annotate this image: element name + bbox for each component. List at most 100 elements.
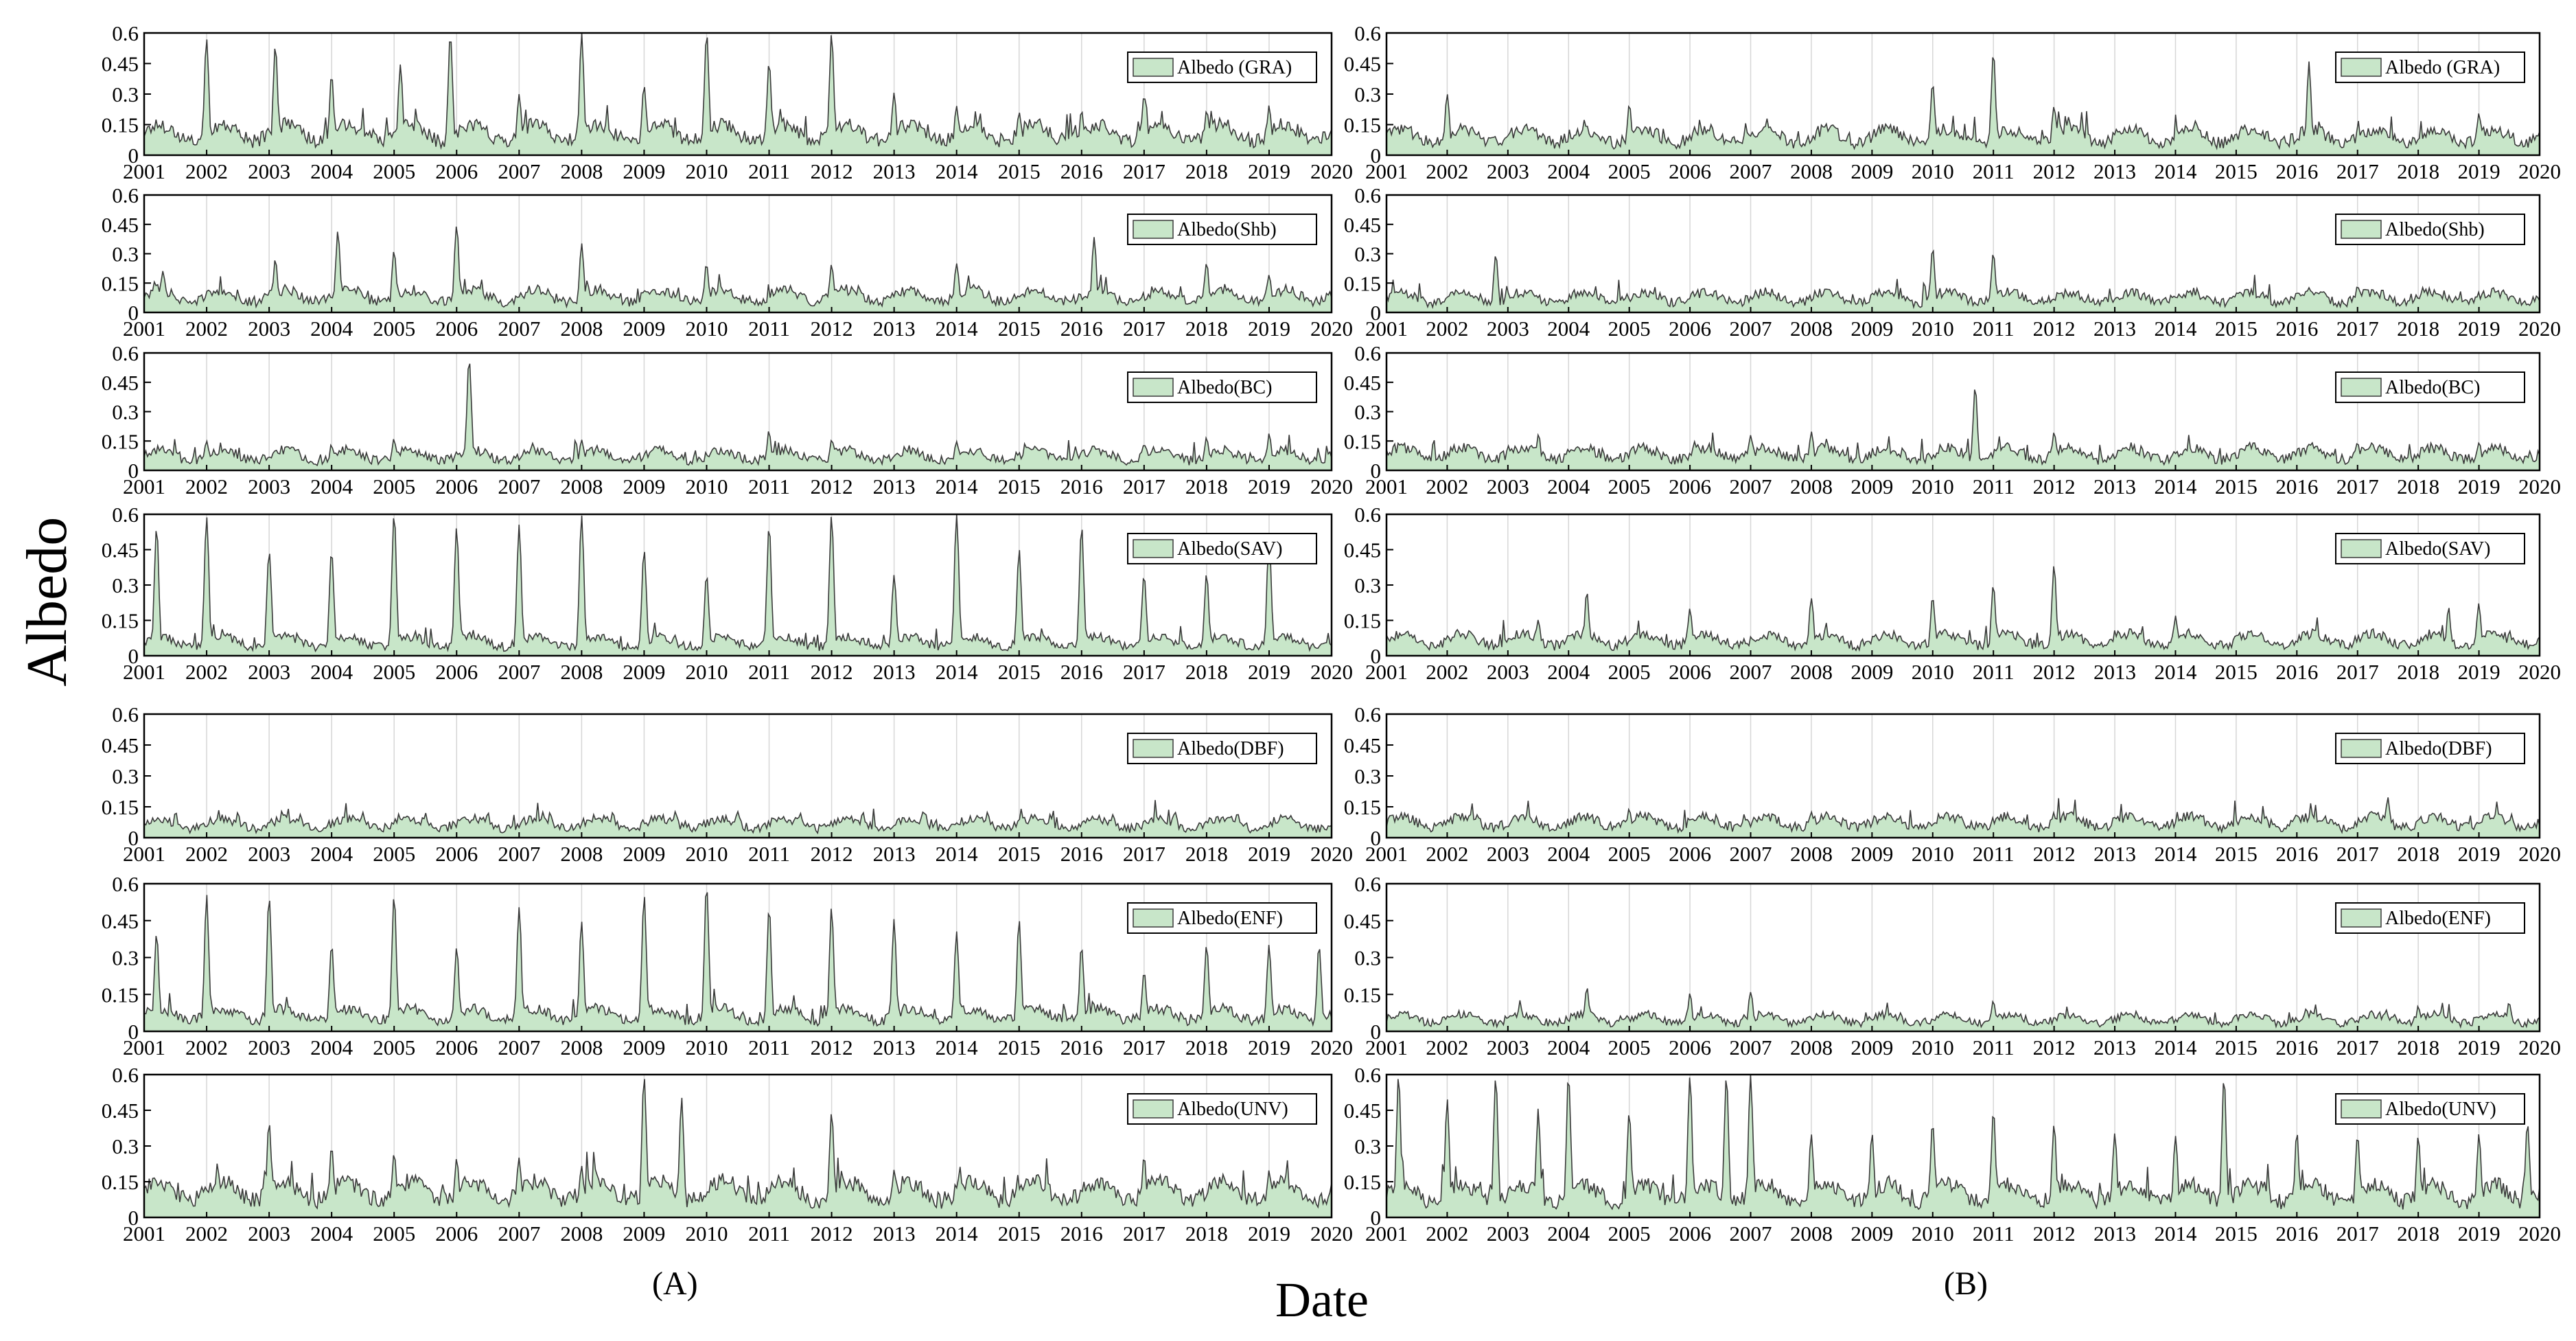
x-tick-label: 2019: [1248, 1222, 1290, 1246]
series-line: [1386, 988, 2540, 1029]
x-tick-label: 2017: [1123, 317, 1165, 341]
y-tick-label: 0: [128, 144, 139, 168]
x-tick-label: 2002: [1426, 159, 1468, 183]
legend: Albedo(ENF): [1127, 902, 1317, 934]
y-tick-label: 0.45: [102, 733, 139, 757]
x-tick-label: 2009: [1850, 1035, 1893, 1059]
x-tick-label: 2019: [2458, 1222, 2500, 1246]
y-tick-label: 0.3: [112, 946, 139, 970]
x-tick-label: 2010: [685, 1035, 728, 1059]
x-tick-label: 2011: [748, 842, 790, 866]
y-tick-label: 0.45: [102, 371, 139, 395]
y-tick-label: 0.3: [1354, 764, 1381, 788]
x-tick-label: 2012: [811, 159, 853, 183]
x-tick-label: 2009: [623, 159, 665, 183]
x-tick-label: 2008: [1790, 660, 1833, 684]
x-tick-label: 2005: [1608, 159, 1651, 183]
x-tick-label: 2007: [1730, 1222, 1772, 1246]
x-tick-label: 2001: [123, 660, 165, 684]
y-tick-label: 0.15: [1344, 795, 1381, 819]
x-tick-label: 2005: [373, 660, 415, 684]
x-tick-label: 2015: [998, 660, 1041, 684]
x-tick-label: 2017: [2336, 1222, 2379, 1246]
x-tick-label: 2007: [498, 1222, 540, 1246]
x-tick-label: 2012: [811, 474, 853, 498]
x-tick-label: 2005: [1608, 660, 1651, 684]
x-tick-label: 2012: [811, 660, 853, 684]
series-area: [144, 892, 1332, 1031]
x-tick-label: 2015: [2215, 317, 2258, 341]
y-tick-label: 0.15: [102, 795, 139, 819]
x-tick-label: 2017: [2336, 1035, 2379, 1059]
x-tick-label: 2006: [1669, 1222, 1711, 1246]
y-tick-label: 0.3: [112, 1134, 139, 1158]
x-tick-label: 2003: [248, 159, 290, 183]
x-tick-label: 2012: [2033, 317, 2076, 341]
y-tick-label: 0.15: [102, 609, 139, 633]
y-tick-label: 0.6: [1354, 702, 1381, 726]
x-tick-label: 2001: [123, 1222, 165, 1246]
x-tick-label: 2018: [2397, 842, 2439, 866]
x-tick-label: 2008: [560, 159, 603, 183]
y-tick-label: 0: [128, 301, 139, 325]
x-tick-label: 2020: [2518, 1222, 2561, 1246]
legend-label: Albedo(BC): [1177, 377, 1272, 398]
x-tick-label: 2019: [1248, 317, 1290, 341]
x-tick-label: 2008: [1790, 317, 1833, 341]
y-tick-label: 0.6: [112, 21, 139, 45]
legend-swatch: [2341, 739, 2382, 758]
series-area: [1386, 57, 2540, 155]
x-tick-label: 2012: [2033, 660, 2076, 684]
x-tick-label: 2015: [2215, 1035, 2258, 1059]
x-tick-label: 2001: [1365, 317, 1408, 341]
y-tick-label: 0.45: [102, 909, 139, 933]
x-tick-label: 2005: [1608, 1222, 1651, 1246]
x-tick-label: 2010: [685, 660, 728, 684]
y-tick-label: 0: [1371, 301, 1382, 325]
x-tick-label: 2010: [1912, 317, 1954, 341]
x-tick-label: 2008: [560, 317, 603, 341]
x-tick-label: 2017: [2336, 159, 2379, 183]
x-tick-label: 2010: [1912, 842, 1954, 866]
x-tick-label: 2008: [560, 660, 603, 684]
x-tick-label: 2013: [2093, 1222, 2136, 1246]
y-tick-label: 0.3: [1354, 946, 1381, 970]
x-tick-label: 2005: [373, 1035, 415, 1059]
x-tick-label: 2018: [1185, 159, 1228, 183]
x-tick-label: 2004: [1547, 1035, 1590, 1059]
x-tick-label: 2009: [623, 1035, 665, 1059]
x-tick-label: 2017: [1123, 159, 1165, 183]
legend: Albedo(DBF): [2335, 733, 2525, 764]
series-line: [1386, 566, 2540, 652]
legend-swatch: [2341, 539, 2382, 558]
x-tick-label: 2001: [1365, 1035, 1408, 1059]
y-tick-label: 0.15: [102, 113, 139, 137]
x-tick-label: 2004: [310, 474, 353, 498]
x-tick-label: 2011: [1973, 1035, 2015, 1059]
y-tick-label: 0.6: [1354, 183, 1381, 207]
legend-swatch: [1133, 58, 1174, 77]
x-tick-label: 2006: [435, 1222, 478, 1246]
series-line: [143, 892, 1332, 1027]
x-tick-label: 2006: [435, 1035, 478, 1059]
y-tick-label: 0.6: [112, 702, 139, 726]
x-tick-label: 2010: [1912, 1035, 1954, 1059]
x-tick-label: 2016: [2275, 842, 2318, 866]
x-tick-label: 2010: [1912, 159, 1954, 183]
x-tick-label: 2009: [1850, 317, 1893, 341]
x-tick-label: 2017: [2336, 842, 2379, 866]
x-tick-label: 2007: [498, 317, 540, 341]
x-tick-label: 2018: [2397, 1222, 2439, 1246]
x-tick-label: 2011: [748, 317, 790, 341]
legend-swatch: [2341, 378, 2382, 397]
x-tick-label: 2010: [685, 842, 728, 866]
x-tick-label: 2003: [1487, 842, 1529, 866]
x-tick-label: 2020: [1310, 842, 1353, 866]
x-tick-label: 2006: [435, 159, 478, 183]
y-tick-label: 0.6: [1354, 341, 1381, 365]
x-tick-label: 2014: [936, 1035, 979, 1059]
x-tick-label: 2015: [2215, 842, 2258, 866]
